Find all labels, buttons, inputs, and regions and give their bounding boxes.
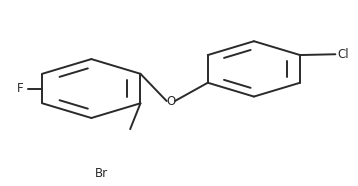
Text: F: F — [17, 82, 24, 95]
Text: O: O — [166, 94, 175, 108]
Text: Br: Br — [95, 167, 107, 180]
Text: Cl: Cl — [337, 48, 349, 61]
